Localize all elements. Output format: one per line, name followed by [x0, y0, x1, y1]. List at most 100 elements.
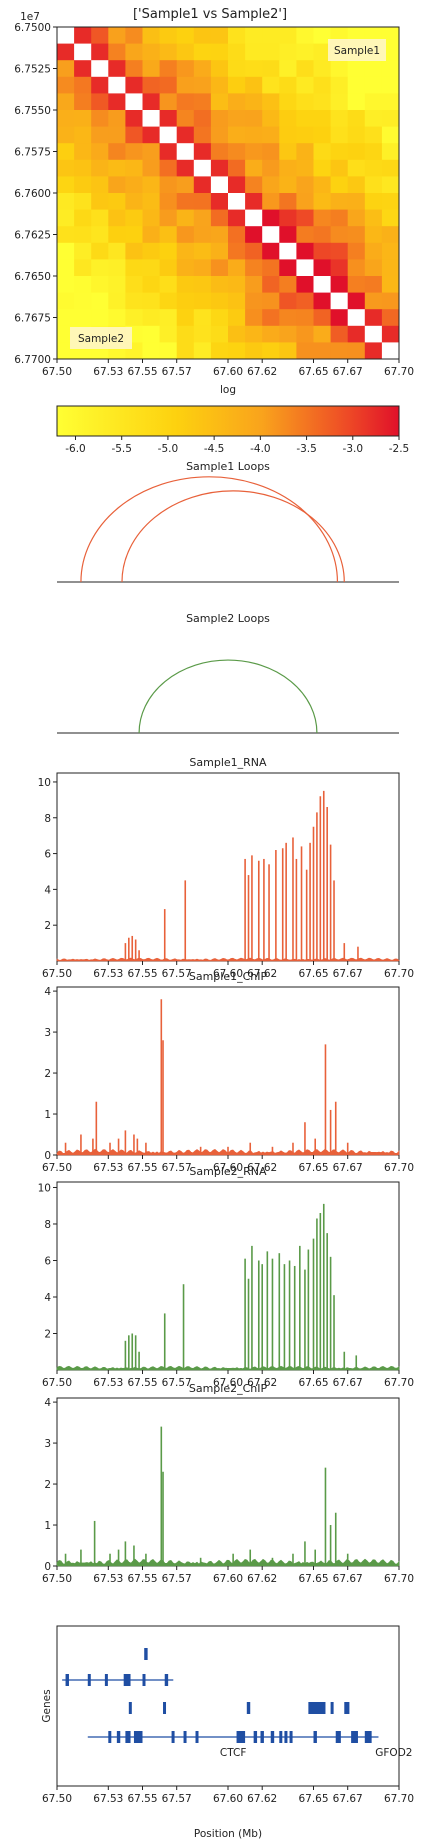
- heatmap-cell: [228, 27, 246, 44]
- heatmap-cell: [142, 126, 160, 144]
- x-tick-label: 67.53: [93, 1162, 123, 1174]
- heatmap-cell: [296, 325, 314, 343]
- y-tick-label: 4: [44, 1397, 51, 1409]
- x-tick-label: 67.62: [247, 1162, 277, 1174]
- heatmap-cell: [364, 309, 383, 327]
- heatmap-cell: [57, 209, 75, 227]
- heatmap-cell: [381, 60, 400, 78]
- heatmap-cell: [262, 292, 280, 310]
- x-tick-label: 67.67: [333, 1162, 363, 1174]
- heatmap-cell: [228, 342, 246, 360]
- y-tick-label: 6.7700: [14, 354, 51, 366]
- heatmap-cell: [228, 259, 246, 277]
- heatmap-cell: [364, 226, 383, 244]
- heatmap-cell: [57, 276, 75, 293]
- sample1-loops-panel: Sample1 Loops: [57, 460, 399, 583]
- heatmap-cell: [262, 342, 280, 360]
- heatmap-cell: [228, 242, 246, 260]
- heatmap-cell: [125, 110, 143, 127]
- y-tick-label: 8: [44, 1219, 51, 1231]
- heatmap-cell: [364, 176, 383, 194]
- heatmap-cell: [279, 159, 297, 177]
- heatmap-cell: [74, 276, 92, 293]
- heatmap-cell: [228, 276, 246, 293]
- heatmap-cell: [176, 193, 195, 210]
- x-tick-label: 67.50: [42, 366, 72, 378]
- heatmap-cell: [381, 209, 400, 227]
- heatmap-cell: [347, 159, 366, 177]
- heatmap-cell: [245, 60, 263, 78]
- heatmap-cell: [91, 226, 109, 244]
- heatmap-cell: [279, 276, 297, 293]
- loop-arc: [138, 659, 318, 734]
- heatmap-cell: [330, 292, 349, 310]
- heatmap-cell: [347, 242, 366, 260]
- heatmap-cell: [210, 43, 229, 61]
- colorbar-tick-label: -2.5: [389, 443, 410, 455]
- gene-exon: [270, 1731, 275, 1743]
- sample1-chip-title: Sample1_ChIP: [189, 970, 268, 983]
- heatmap-cell: [91, 27, 109, 44]
- heatmap-cell: [245, 159, 263, 177]
- heatmap-cell: [381, 276, 400, 293]
- heatmap-cell: [364, 93, 383, 111]
- gene-exon: [195, 1731, 199, 1743]
- heatmap-cell: [210, 126, 229, 144]
- heatmap-cell: [296, 159, 314, 177]
- heatmap-cell: [347, 60, 366, 78]
- heatmap-cell: [262, 60, 280, 78]
- heatmap-cell: [347, 226, 366, 244]
- gene-exon: [108, 1731, 112, 1743]
- gene-exon: [289, 1731, 293, 1743]
- heatmap-cell: [108, 110, 126, 127]
- heatmap-cells: [57, 27, 400, 360]
- heatmap-cell: [91, 143, 109, 161]
- heatmap-cell: [159, 93, 178, 111]
- gene-exon: [65, 1674, 69, 1686]
- x-tick-label: 67.53: [93, 1573, 123, 1585]
- x-tick-label: 67.55: [127, 968, 157, 980]
- colorbar-tick-label: -4.0: [250, 443, 271, 455]
- heatmap-cell: [176, 60, 195, 78]
- sample2-chip-panel: Sample2_ChIP 0 1 2 3 4 67.50 67.53 67.55 67.57 67…: [42, 1382, 414, 1585]
- gene-exon: [133, 1731, 143, 1743]
- heatmap-cell: [245, 309, 263, 327]
- signal-baseline: [56, 1558, 400, 1567]
- heatmap-cell: [176, 226, 195, 244]
- heatmap-cell: [74, 242, 92, 260]
- y-tick-label: 2: [44, 920, 51, 932]
- heatmap-cell: [125, 193, 143, 210]
- heatmap-cell: [381, 176, 400, 194]
- heatmap-cell: [74, 43, 92, 61]
- x-tick-label: 67.53: [93, 1377, 123, 1389]
- heatmap-cell: [330, 242, 349, 260]
- x-tick-label: 67.70: [384, 1377, 414, 1389]
- y-tick-label: 3: [44, 1438, 51, 1450]
- heatmap-cell: [364, 342, 383, 360]
- y-tick-label: 0: [44, 1150, 51, 1162]
- gene-exon: [144, 1648, 148, 1660]
- heatmap-cell: [159, 309, 178, 327]
- heatmap-cell: [347, 309, 366, 327]
- heatmap-cell: [364, 325, 383, 343]
- heatmap-cell: [313, 27, 331, 44]
- heatmap-cell: [381, 259, 400, 277]
- heatmap-cell: [193, 259, 212, 277]
- heatmap-cell: [313, 159, 331, 177]
- y-tick-label: 6: [44, 1255, 51, 1267]
- heatmap-cell: [57, 43, 75, 61]
- heatmap-cell: [176, 276, 195, 293]
- heatmap-cell: [279, 93, 297, 111]
- heatmap-cell: [347, 110, 366, 127]
- y-tick-label: 2: [44, 1068, 51, 1080]
- heatmap-cell: [91, 93, 109, 111]
- heatmap-cell: [176, 43, 195, 61]
- heatmap-cell: [74, 259, 92, 277]
- gene-exon: [279, 1731, 283, 1743]
- heatmap-cell: [262, 159, 280, 177]
- heatmap-cell: [296, 309, 314, 327]
- heatmap-cell: [262, 43, 280, 61]
- heatmap-cell: [210, 110, 229, 127]
- sample1-rna-title: Sample1_RNA: [189, 756, 267, 769]
- heatmap-cell: [176, 110, 195, 127]
